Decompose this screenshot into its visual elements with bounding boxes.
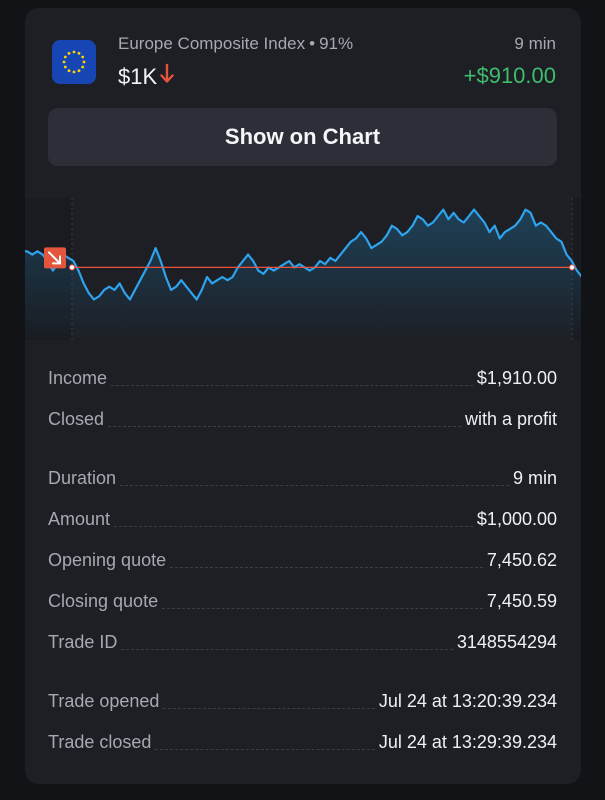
trade-header: Europe Composite Index • 91% $1K 9 min +$9… (25, 8, 581, 108)
payout-percent: 91% (319, 34, 354, 53)
separator-dot: • (309, 34, 316, 53)
detail-row: Duration 9 min (48, 463, 557, 489)
down-arrow-icon (160, 63, 174, 91)
asset-name: Europe Composite Index (118, 34, 306, 53)
amount-value: $1K (118, 64, 158, 89)
detail-value: 9 min (512, 468, 557, 488)
dotted-leader (120, 485, 509, 486)
price-area-fill (25, 209, 581, 338)
detail-label: Income (48, 368, 108, 388)
detail-label: Closed (48, 409, 105, 429)
detail-row: Closed with a profit (48, 404, 557, 430)
detail-row: Trade ID 3148554294 (48, 627, 557, 653)
detail-label: Trade opened (48, 691, 160, 711)
open-point (68, 264, 76, 271)
show-on-chart-button[interactable]: Show on Chart (48, 108, 557, 166)
detail-value: with a profit (464, 409, 557, 429)
dotted-leader (155, 749, 375, 750)
detail-row: Income $1,910.00 (48, 363, 557, 389)
detail-row: Trade closed Jul 24 at 13:29:39.234 (48, 727, 557, 753)
profit-value: +$910.00 (463, 63, 556, 88)
detail-value: $1,910.00 (476, 368, 557, 388)
detail-row: Opening quote 7,450.62 (48, 545, 557, 571)
price-chart (25, 188, 581, 348)
detail-value: 7,450.59 (486, 591, 557, 611)
trade-details-card: Europe Composite Index • 91% $1K 9 min +$9… (25, 8, 581, 784)
dotted-leader (163, 708, 375, 709)
duration-label: 9 min (514, 34, 556, 53)
detail-label: Trade ID (48, 632, 118, 652)
detail-label: Trade closed (48, 732, 152, 752)
detail-value: $1,000.00 (476, 509, 557, 529)
sell-marker-icon (44, 247, 66, 269)
detail-label: Opening quote (48, 550, 167, 570)
close-point (568, 264, 576, 271)
detail-row: Trade opened Jul 24 at 13:20:39.234 (48, 686, 557, 712)
detail-label: Amount (48, 509, 111, 529)
detail-row: Closing quote 7,450.59 (48, 586, 557, 612)
dotted-leader (121, 649, 453, 650)
detail-label: Duration (48, 468, 117, 488)
detail-label: Closing quote (48, 591, 159, 611)
trade-amount: $1K (118, 63, 174, 91)
price-line (25, 208, 581, 301)
dotted-leader (170, 567, 483, 568)
detail-value: Jul 24 at 13:29:39.234 (378, 732, 557, 752)
detail-row: Amount $1,000.00 (48, 504, 557, 530)
detail-value: 3148554294 (456, 632, 557, 652)
eu-flag-icon (52, 40, 96, 84)
dotted-leader (114, 526, 473, 527)
dotted-leader (111, 385, 473, 386)
dotted-leader (108, 426, 461, 427)
price-chart-svg (25, 198, 581, 340)
asset-title: Europe Composite Index • 91% (118, 34, 353, 54)
dotted-leader (162, 608, 483, 609)
detail-value: 7,450.62 (486, 550, 557, 570)
detail-value: Jul 24 at 13:20:39.234 (378, 691, 557, 711)
